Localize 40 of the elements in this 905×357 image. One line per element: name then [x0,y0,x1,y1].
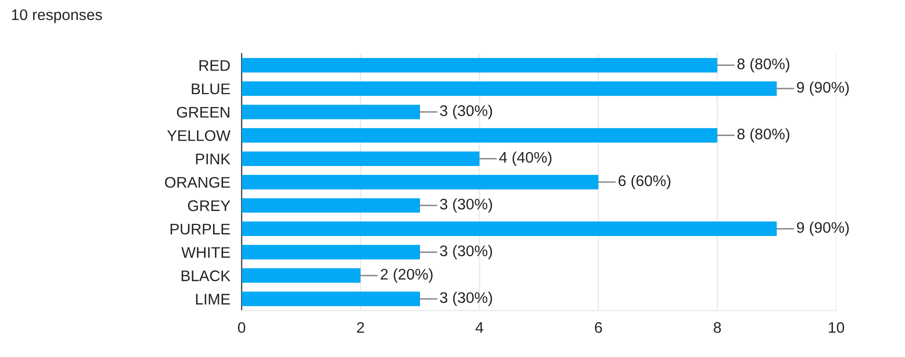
y-tick-label: ORANGE [165,176,230,188]
x-tick-label: 10 [828,322,844,333]
x-tick-label: 4 [476,322,484,333]
y-tick-label: PINK [196,154,230,164]
data-label: 8 (80%) [737,128,790,142]
data-label: 9 (90%) [796,222,849,236]
bar [242,151,480,166]
bar [242,244,420,260]
bar [242,81,777,96]
bar [242,222,777,236]
y-tick-label: BLACK [182,270,230,282]
y-tick-label: WHITE [181,247,230,258]
bar [242,104,420,120]
y-tick-label: PURPLE [170,224,230,234]
y-tick-label: GREY [188,200,230,212]
y-tick-label: YELLOW [167,130,230,142]
text: 10 responses [12,9,102,24]
y-tick-label: LIME [196,294,230,304]
x-tick-label: 6 [594,322,602,333]
x-tick-label: 0 [238,322,246,333]
data-label: 2 (20%) [380,268,433,283]
bar [242,58,718,72]
data-label: 8 (80%) [737,58,790,72]
bar [242,292,420,306]
data-label: 9 (90%) [796,81,849,96]
x-tick-label: 8 [714,322,721,333]
bar [242,198,420,213]
data-label: 3 (30%) [440,104,492,120]
data-label: 3 (30%) [440,292,492,306]
x-tick-label: 2 [357,322,364,333]
data-label: 4 (40%) [499,152,552,166]
y-tick-label: BLUE [192,84,230,94]
data-label: 3 (30%) [440,198,492,213]
bar [242,128,718,143]
bar [242,268,361,283]
data-label: 6 (60%) [618,174,670,190]
y-tick-label: RED [200,60,230,71]
y-tick-label: GREEN [176,106,230,118]
bar [242,174,598,190]
data-label: 3 (30%) [440,245,492,260]
